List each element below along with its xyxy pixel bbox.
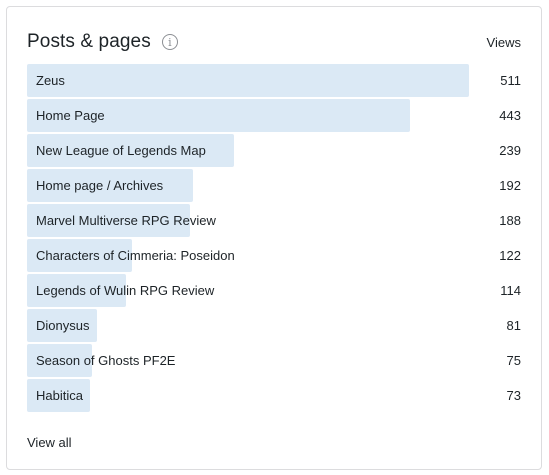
views-count: 73 bbox=[506, 388, 521, 403]
views-count: 511 bbox=[500, 73, 521, 88]
post-title-link[interactable]: Marvel Multiverse RPG Review bbox=[36, 213, 216, 228]
list-item[interactable]: Zeus 511 bbox=[27, 64, 521, 97]
post-title-link[interactable]: Characters of Cimmeria: Poseidon bbox=[36, 248, 235, 263]
list-item[interactable]: Home page / Archives 192 bbox=[27, 169, 521, 202]
list-item[interactable]: New League of Legends Map 239 bbox=[27, 134, 521, 167]
list-item[interactable]: Habitica 73 bbox=[27, 379, 521, 412]
views-count: 81 bbox=[506, 318, 521, 333]
views-count: 75 bbox=[506, 353, 521, 368]
list-item[interactable]: Characters of Cimmeria: Poseidon 122 bbox=[27, 239, 521, 272]
posts-pages-card: Posts & pages i Views Zeus 511 Home Page 44… bbox=[6, 6, 542, 470]
views-bar bbox=[27, 379, 91, 412]
views-bar bbox=[27, 239, 133, 272]
views-count: 188 bbox=[499, 213, 521, 228]
views-bar bbox=[27, 344, 92, 377]
views-bar bbox=[27, 169, 194, 202]
views-column-header: Views bbox=[486, 34, 521, 50]
views-bar bbox=[27, 274, 126, 307]
views-bar bbox=[27, 99, 411, 132]
list-item[interactable]: Dionysus 81 bbox=[27, 309, 521, 342]
post-title-link[interactable]: Zeus bbox=[36, 73, 65, 88]
list-item[interactable]: Home Page 443 bbox=[27, 99, 521, 132]
views-bar bbox=[27, 204, 190, 237]
views-count: 122 bbox=[499, 248, 521, 263]
views-count: 114 bbox=[500, 283, 521, 298]
post-title-link[interactable]: Legends of Wulin RPG Review bbox=[36, 283, 215, 298]
card-header: Posts & pages i Views bbox=[27, 29, 521, 55]
post-title-link[interactable]: Habitica bbox=[36, 388, 83, 403]
post-title-link[interactable]: Home Page bbox=[36, 108, 105, 123]
post-title-link[interactable]: Season of Ghosts PF2E bbox=[36, 353, 176, 368]
list-item[interactable]: Season of Ghosts PF2E 75 bbox=[27, 344, 521, 377]
list-item[interactable]: Marvel Multiverse RPG Review 188 bbox=[27, 204, 521, 237]
views-bar bbox=[27, 64, 469, 97]
post-title-link[interactable]: New League of Legends Map bbox=[36, 143, 206, 158]
views-bar bbox=[27, 309, 98, 342]
views-count: 239 bbox=[499, 143, 521, 158]
list-item[interactable]: Legends of Wulin RPG Review 114 bbox=[27, 274, 521, 307]
info-icon[interactable]: i bbox=[161, 34, 178, 50]
card-title: Posts & pages bbox=[27, 31, 151, 52]
posts-list: Zeus 511 Home Page 443 New League of Legends… bbox=[27, 64, 521, 414]
views-bar bbox=[27, 134, 234, 167]
post-title-link[interactable]: Dionysus bbox=[36, 318, 90, 333]
views-count: 192 bbox=[499, 178, 521, 193]
view-all-link[interactable]: View all bbox=[27, 435, 72, 450]
post-title-link[interactable]: Home page / Archives bbox=[36, 178, 164, 193]
views-count: 443 bbox=[499, 108, 521, 123]
